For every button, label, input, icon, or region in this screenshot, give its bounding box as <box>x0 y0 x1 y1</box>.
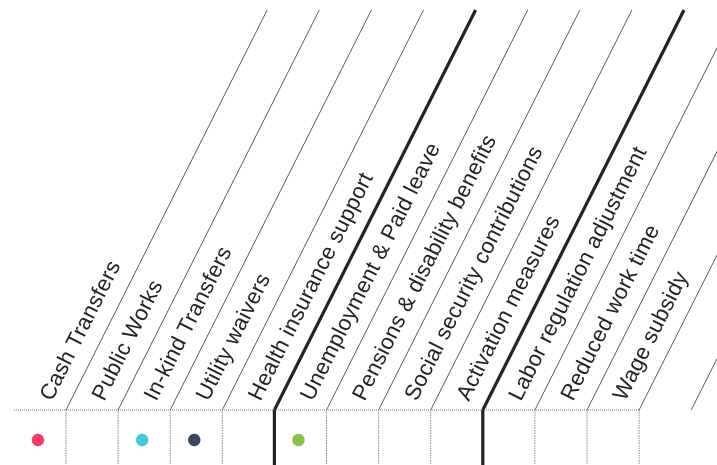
header-slant-line <box>221 9 424 411</box>
header-slant-line <box>586 150 717 411</box>
header-slant-line <box>534 47 717 411</box>
slanted-header-lines <box>65 9 717 411</box>
row-marker-dot <box>292 433 305 447</box>
header-slant-line <box>272 9 478 411</box>
row-markers <box>31 433 305 447</box>
row-marker-dot <box>188 433 201 447</box>
header-slant-line <box>326 9 529 411</box>
row-marker-dot <box>135 433 149 447</box>
row-marker-dot <box>31 433 45 447</box>
header-slant-line <box>638 254 717 411</box>
header-slant-line <box>430 9 633 411</box>
column-dividers <box>65 410 640 465</box>
header-slant-line <box>65 9 268 411</box>
header-slant-line <box>690 357 717 411</box>
header-slant-line <box>169 9 372 411</box>
header-slant-line <box>481 9 686 411</box>
header-slant-line <box>117 9 320 411</box>
header-slant-line <box>378 9 581 411</box>
